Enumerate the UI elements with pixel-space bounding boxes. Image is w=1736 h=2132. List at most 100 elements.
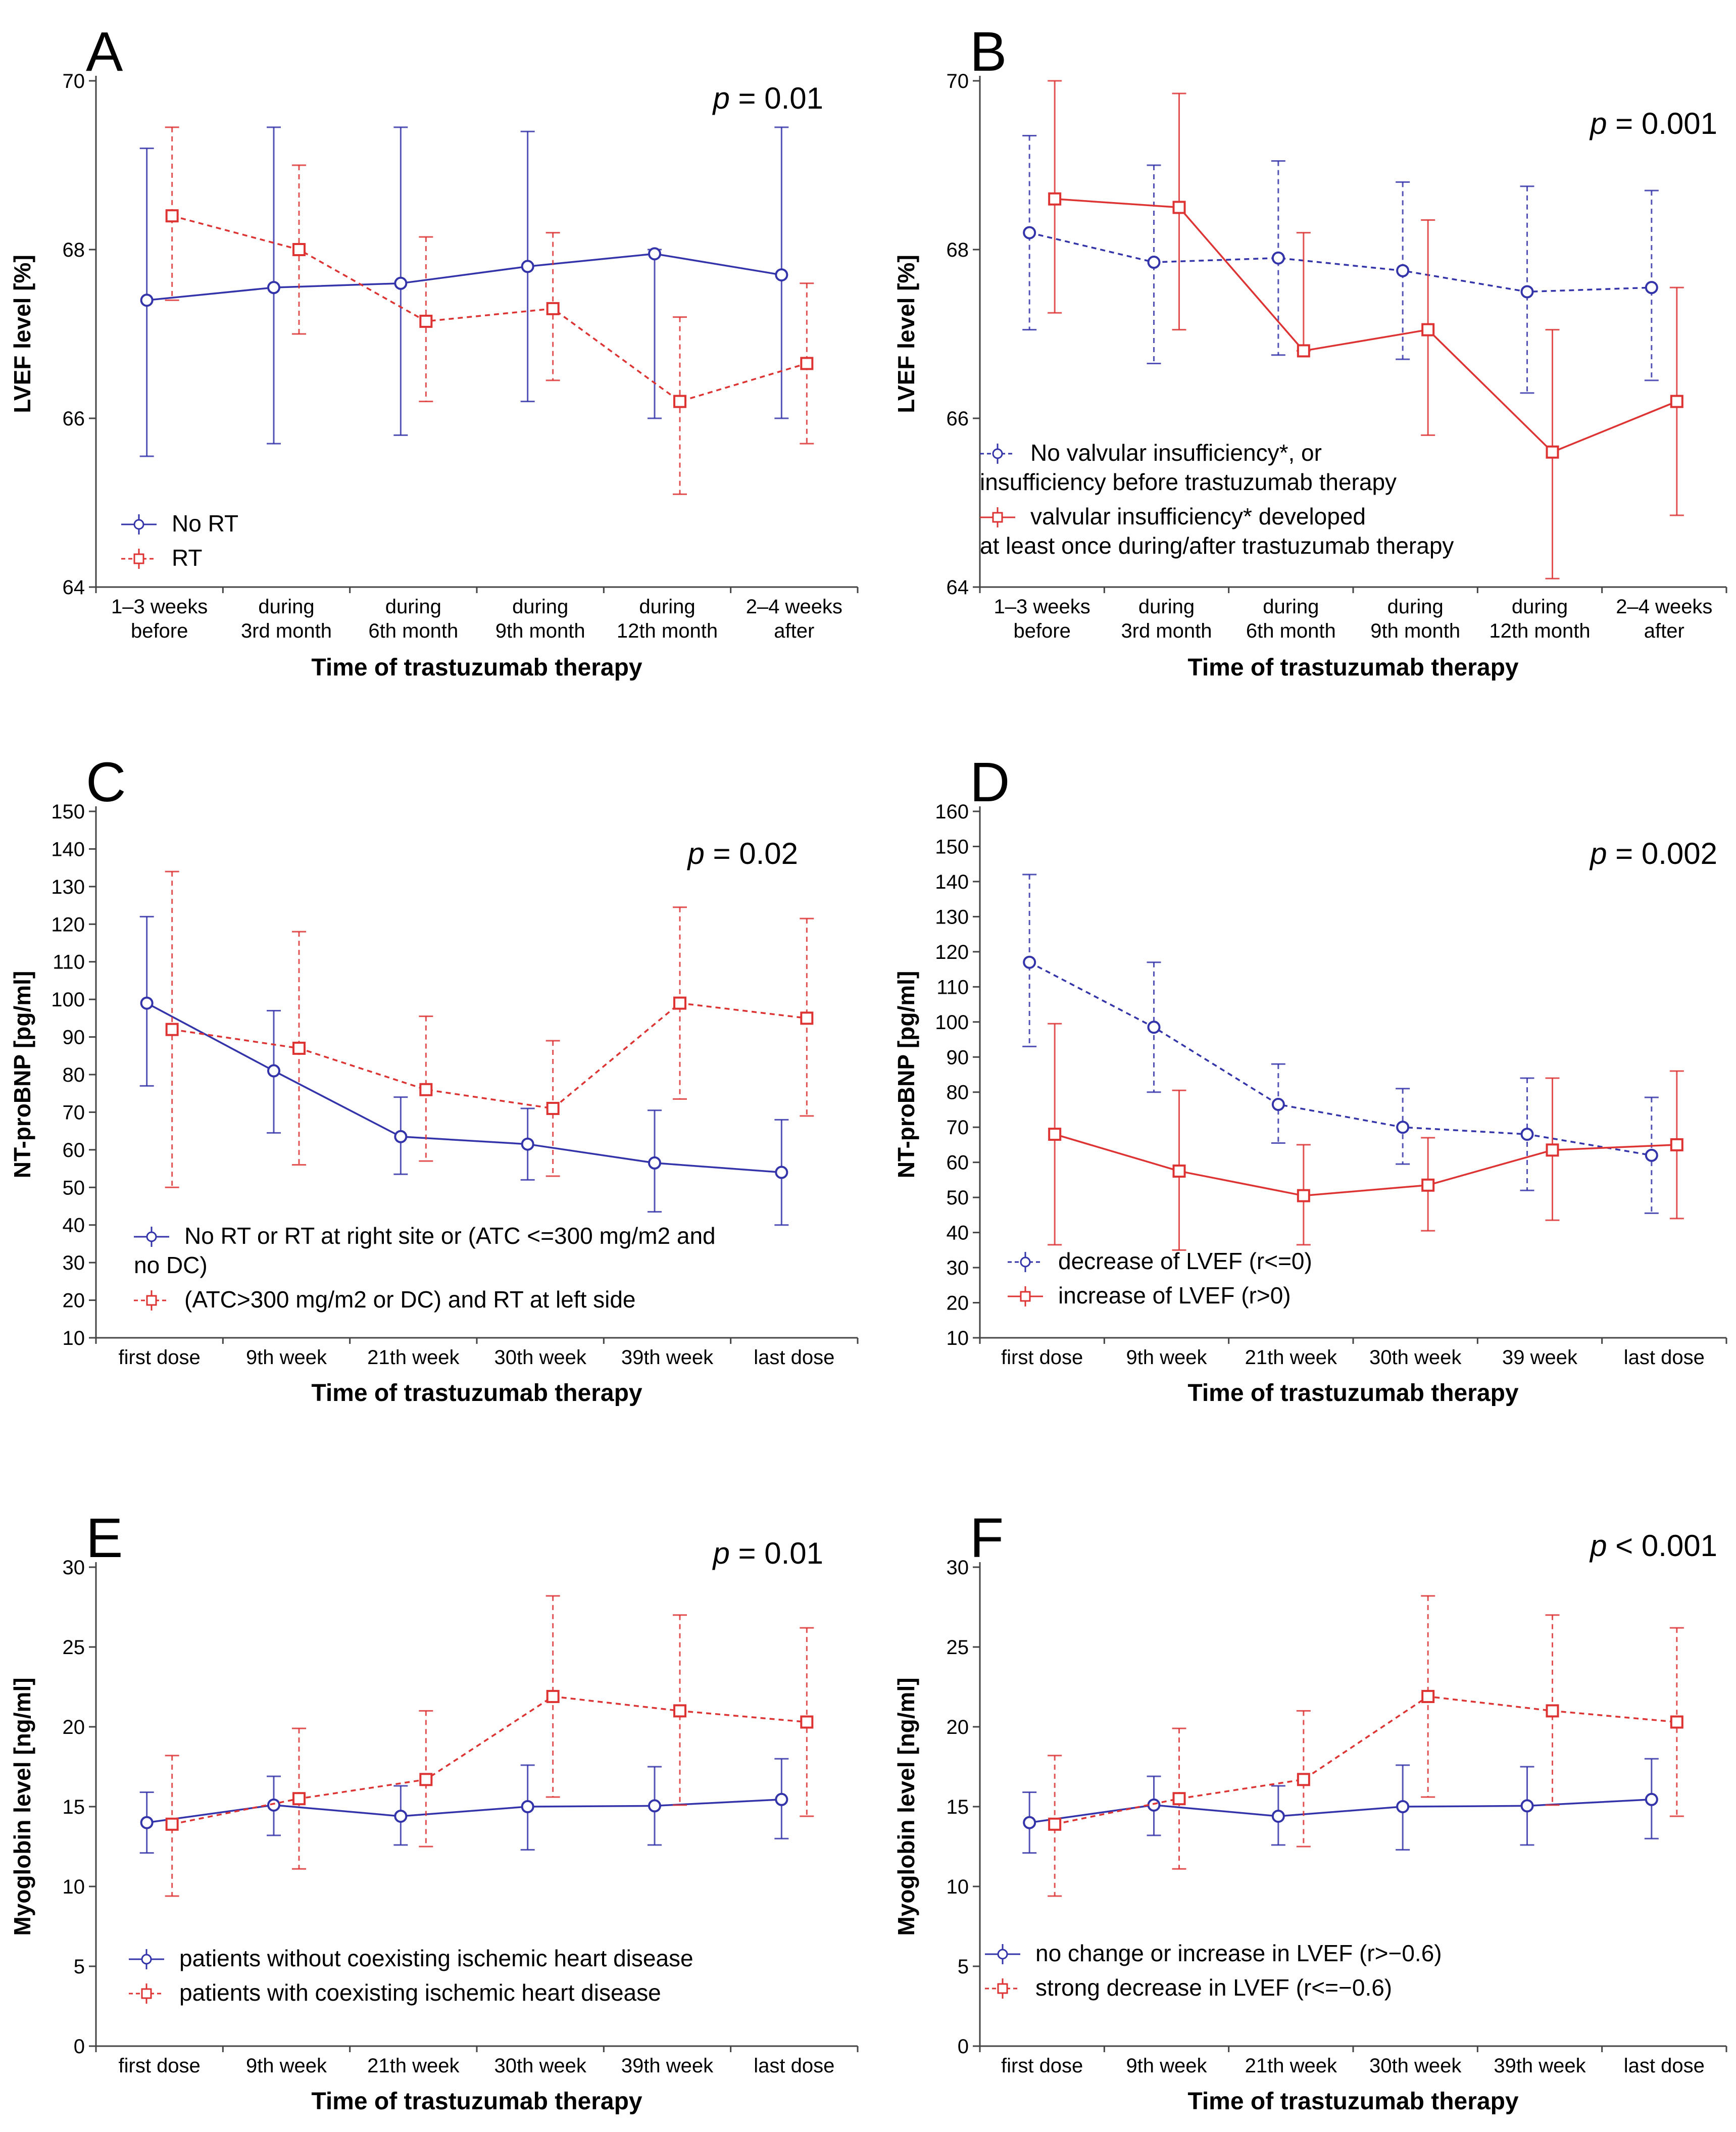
- x-tick-label: 12th month: [1489, 620, 1590, 642]
- data-point: [648, 1156, 661, 1170]
- series-line: [1054, 1695, 1677, 1825]
- x-tick-label: 1–3 weeks: [111, 596, 208, 618]
- data-point: [1271, 251, 1285, 265]
- panel-letter: B: [970, 21, 1007, 83]
- y-tick-label: 60: [947, 1152, 969, 1174]
- data-point: [800, 1715, 814, 1729]
- x-tick-label: last dose: [754, 2055, 834, 2077]
- data-point: [673, 395, 686, 408]
- x-tick-label: during: [1263, 596, 1319, 618]
- data-point: [775, 268, 788, 282]
- y-tick-label: 120: [935, 941, 969, 963]
- series-2: [165, 870, 814, 1188]
- x-tick-label: 9th week: [246, 1346, 327, 1369]
- p-value-text: < 0.001: [1607, 1529, 1717, 1563]
- series-line: [146, 1799, 782, 1824]
- y-tick-label: 140: [51, 838, 85, 860]
- legend-marker: [997, 1983, 1008, 1994]
- legend-label: patients without coexisting ischemic hea…: [179, 1945, 693, 1971]
- y-tick-label: 80: [947, 1082, 969, 1104]
- data-point: [140, 294, 154, 307]
- y-tick-label: 70: [63, 1101, 85, 1124]
- y-tick-label: 10: [63, 1327, 85, 1349]
- data-point: [165, 209, 179, 223]
- legend-marker: [141, 1954, 152, 1965]
- y-tick-label: 20: [947, 1292, 969, 1315]
- y-tick-label: 20: [63, 1716, 85, 1738]
- data-point: [165, 1817, 179, 1831]
- data-point: [1297, 1189, 1310, 1202]
- p-value-text: = 0.001: [1607, 107, 1717, 140]
- x-tick-label: 30th week: [494, 2055, 586, 2077]
- p-value: p = 0.002: [1589, 837, 1717, 870]
- series-1: [1022, 135, 1659, 394]
- y-tick-label: 110: [53, 951, 85, 974]
- data-point: [1670, 395, 1683, 408]
- x-tick-label: 39th week: [621, 1346, 714, 1369]
- legend-label: decrease of LVEF (r<=0): [1058, 1248, 1312, 1274]
- x-tick-label: first dose: [119, 1346, 201, 1369]
- data-point: [1520, 1128, 1534, 1141]
- y-tick-label: 50: [947, 1187, 969, 1209]
- data-point: [775, 1166, 788, 1179]
- p-value: p = 0.01: [712, 1536, 823, 1570]
- y-tick-label: 25: [947, 1636, 969, 1659]
- data-point: [292, 1041, 306, 1055]
- data-point: [1048, 1128, 1062, 1141]
- legend: No RT or RT at right site or (ATC <=300 …: [134, 1223, 716, 1313]
- data-point: [1172, 1165, 1186, 1178]
- x-tick-label: 2–4 weeks: [746, 596, 842, 618]
- y-axis-label: Myoglobin level [ng/ml]: [893, 1677, 919, 1935]
- series-line: [1029, 1799, 1652, 1824]
- legend-label: No valvular insufficiency*, or: [1030, 440, 1322, 466]
- x-axis-label: Time of trastuzumab therapy: [1187, 2088, 1519, 2115]
- x-tick-label: during: [385, 596, 441, 618]
- legend-marker: [992, 448, 1003, 459]
- legend-marker: [133, 553, 144, 564]
- y-tick-label: 64: [947, 576, 969, 599]
- legend-label: increase of LVEF (r>0): [1058, 1282, 1291, 1309]
- x-tick-label: 30th week: [494, 1346, 586, 1369]
- y-tick-label: 100: [935, 1011, 969, 1034]
- y-tick-label: 90: [63, 1027, 85, 1049]
- y-tick-label: 70: [63, 70, 85, 92]
- y-tick-label: 68: [63, 239, 85, 261]
- x-tick-label: 12th month: [617, 620, 718, 642]
- p-value: p = 0.02: [686, 837, 798, 870]
- x-axis-label: Time of trastuzumab therapy: [311, 2088, 642, 2115]
- x-tick-label: 21th week: [1245, 2055, 1337, 2077]
- data-point: [673, 996, 686, 1010]
- data-point: [1670, 1715, 1683, 1729]
- data-point: [394, 1809, 408, 1823]
- p-value-text: = 0.01: [730, 81, 823, 115]
- data-point: [521, 260, 534, 273]
- legend: decrease of LVEF (r<=0) increase of LVEF …: [1008, 1248, 1312, 1309]
- series-line: [172, 1002, 807, 1109]
- data-point: [1048, 1817, 1062, 1831]
- x-tick-label: 21th week: [367, 2055, 460, 2077]
- data-point: [1546, 445, 1559, 459]
- legend-marker: [1020, 1256, 1031, 1268]
- x-tick-label: 6th month: [368, 620, 458, 642]
- series-line: [172, 1695, 807, 1825]
- y-tick-label: 66: [63, 408, 85, 430]
- x-tick-label: 2–4 weeks: [1616, 596, 1712, 618]
- legend-marker: [992, 512, 1003, 523]
- legend-marker: [146, 1231, 157, 1242]
- data-point: [775, 1792, 788, 1806]
- data-point: [1297, 344, 1310, 358]
- series-line: [146, 1002, 782, 1174]
- p-value-symbol: p: [1589, 107, 1607, 140]
- data-point: [394, 1130, 408, 1143]
- series-1: [1022, 874, 1659, 1214]
- y-tick-label: 15: [947, 1796, 969, 1818]
- legend: patients without coexisting ischemic hea…: [129, 1945, 693, 2006]
- data-point: [648, 1799, 661, 1813]
- p-value-symbol: p: [712, 1536, 729, 1570]
- data-point: [1172, 1792, 1186, 1806]
- x-tick-label: first dose: [1001, 2055, 1083, 2077]
- y-tick-label: 30: [947, 1557, 969, 1579]
- legend: no change or increase in LVEF (r>−0.6) st…: [985, 1940, 1442, 2001]
